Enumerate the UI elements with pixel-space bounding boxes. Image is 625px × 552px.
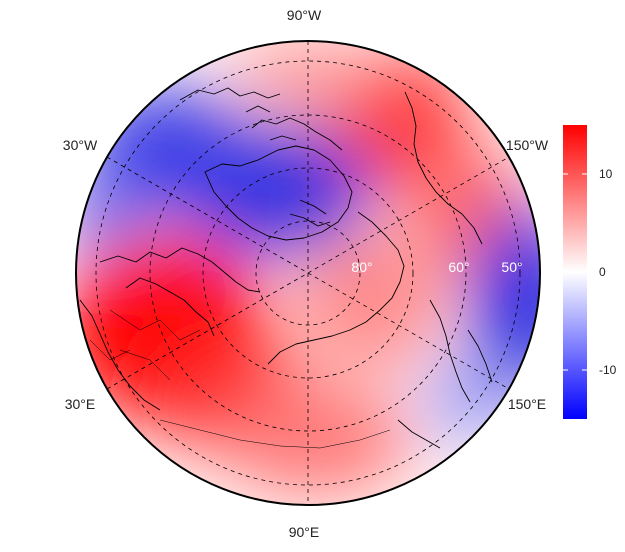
colorbar: 10 0 -10 — [563, 125, 617, 419]
colorbar-tick-label: -10 — [599, 363, 617, 377]
colorbar-ticks: 10 0 -10 — [563, 167, 617, 377]
coastlines — [79, 87, 493, 449]
coast-canadian-archipelago — [251, 117, 343, 227]
graticule — [95, 41, 521, 505]
lat-label-60: 60° — [448, 259, 469, 275]
coast-europe-north — [99, 247, 261, 293]
lon-label-90w: 90°W — [287, 7, 322, 23]
lat-label-80: 80° — [351, 259, 372, 275]
anomaly-siberia-warm — [220, 385, 410, 495]
colorbar-tick-label: 0 — [599, 265, 606, 279]
lat-circle-70 — [202, 167, 414, 379]
lon-label-30w: 30°W — [63, 137, 98, 153]
anomaly-arctic-warm — [295, 230, 445, 370]
border-europe-a — [109, 309, 201, 341]
coast-far-east — [467, 329, 493, 383]
coast-alaska — [404, 91, 483, 245]
anomaly-atlantic-cold — [76, 180, 150, 250]
anomaly-pole-warm — [235, 41, 375, 115]
lon-label-90e: 90°E — [289, 524, 320, 540]
meridian-30e-150w — [106, 156, 510, 390]
coast-asia-east — [397, 299, 471, 449]
coast-scandinavia — [125, 277, 215, 337]
coast-greenland — [204, 145, 353, 241]
longitude-labels: 90°W 150°W 150°E 90°E 30°E 30°W — [63, 7, 549, 540]
latitude-labels: 80° 60° 50° — [351, 259, 522, 275]
anomaly-field — [76, 41, 540, 495]
map-disc — [76, 41, 540, 505]
map-boundary — [75, 40, 541, 506]
coast-north-america — [179, 87, 281, 113]
lon-label-150e: 150°E — [508, 396, 546, 412]
coast-europe-west — [79, 299, 161, 411]
anomaly-bering-cold — [470, 205, 540, 395]
colorbar-tick-label: 10 — [599, 167, 613, 181]
border-europe-b — [89, 339, 171, 381]
lat-circle-50 — [95, 60, 521, 486]
lat-label-50: 50° — [501, 259, 522, 275]
lon-label-150w: 150°W — [506, 137, 549, 153]
border-russia-south — [159, 419, 391, 449]
coast-eurasia-arctic — [267, 211, 405, 365]
borders — [89, 309, 391, 449]
lon-label-30e: 30°E — [65, 396, 96, 412]
